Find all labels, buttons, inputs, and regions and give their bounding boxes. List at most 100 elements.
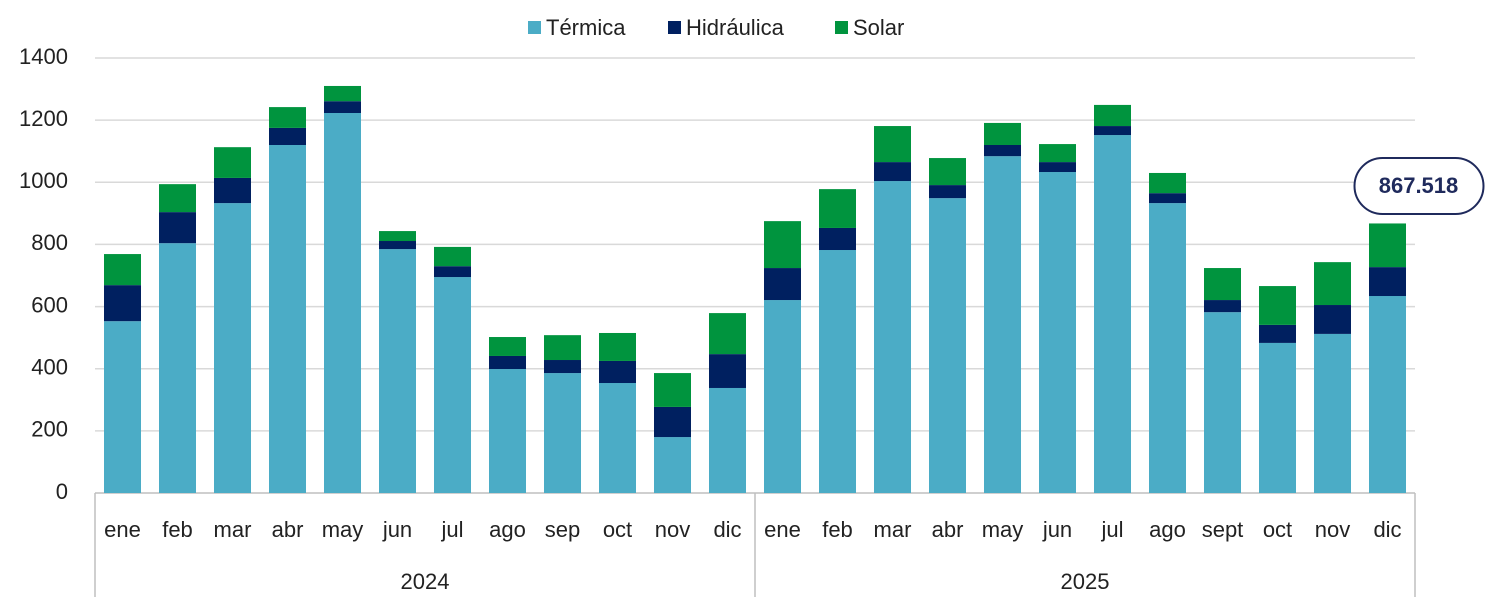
bar-segment (1094, 126, 1131, 136)
legend-swatch (528, 21, 541, 34)
bar-segment (819, 189, 856, 228)
x-tick-label: jun (382, 517, 412, 542)
bar-segment (489, 355, 526, 370)
bar-segment (214, 203, 251, 493)
bar-segment (654, 373, 691, 407)
bar-segment (104, 254, 141, 286)
x-tick-label: dic (713, 517, 741, 542)
bar-segment (1259, 342, 1296, 493)
bar-segment (159, 184, 196, 213)
x-tick-label: jun (1042, 517, 1072, 542)
legend-label: Térmica (546, 15, 626, 40)
bar-segment (764, 268, 801, 301)
bar-segment (104, 285, 141, 322)
bar-segment (544, 360, 581, 374)
x-tick-label: abr (932, 517, 964, 542)
y-tick-label: 1000 (19, 168, 68, 193)
bar-segment (1094, 135, 1131, 494)
bar-segment (874, 181, 911, 494)
y-tick-label: 1400 (19, 44, 68, 69)
bar-segment (1204, 300, 1241, 313)
bar-segment (1094, 104, 1131, 127)
legend-label: Solar (853, 15, 904, 40)
x-tick-label: jul (440, 517, 463, 542)
y-tick-label: 400 (31, 355, 68, 380)
bar-segment (1369, 267, 1406, 297)
bar-segment (324, 112, 361, 493)
x-tick-label: feb (822, 517, 853, 542)
year-label: 2024 (401, 569, 450, 594)
bar-segment (984, 156, 1021, 493)
bar-segment (599, 332, 636, 361)
bar-segment (709, 354, 746, 388)
x-tick-label: oct (1263, 517, 1292, 542)
bar-segment (159, 212, 196, 244)
bar-segment (1149, 203, 1186, 493)
x-tick-label: dic (1373, 517, 1401, 542)
x-tick-label: mar (214, 517, 252, 542)
bar-segment (434, 277, 471, 493)
bar-segment (434, 246, 471, 267)
y-tick-label: 600 (31, 292, 68, 317)
bar-segment (379, 241, 416, 250)
bar-segment (1259, 324, 1296, 343)
bar-segment (599, 383, 636, 493)
bar-segment (1369, 296, 1406, 493)
x-tick-label: sep (545, 517, 580, 542)
x-tick-label: abr (272, 517, 304, 542)
bar-segment (489, 337, 526, 356)
y-tick-label: 200 (31, 417, 68, 442)
bar-segment (874, 126, 911, 163)
x-tick-label: ene (764, 517, 801, 542)
x-tick-label: nov (655, 517, 690, 542)
bar-segment (379, 231, 416, 242)
bar-segment (599, 360, 636, 384)
bar-segment (654, 437, 691, 493)
x-tick-label: may (322, 517, 364, 542)
bar-segment (1314, 305, 1351, 334)
x-tick-label: may (982, 517, 1024, 542)
x-tick-label: feb (162, 517, 193, 542)
bar-segment (1204, 268, 1241, 301)
legend-swatch (835, 21, 848, 34)
x-tick-label: sept (1202, 517, 1244, 542)
bar-segment (1204, 312, 1241, 493)
bar-segment (874, 162, 911, 182)
bar-segment (764, 300, 801, 493)
bar-segment (324, 85, 361, 102)
x-tick-label: nov (1315, 517, 1350, 542)
bar-segment (709, 313, 746, 355)
bar-segment (379, 249, 416, 493)
bar-segment (709, 387, 746, 493)
bar-segment (929, 185, 966, 199)
y-tick-label: 0 (56, 479, 68, 504)
bar-segment (269, 127, 306, 145)
bar-segment (269, 145, 306, 493)
bar-segment (1039, 172, 1076, 493)
x-tick-label: ago (489, 517, 526, 542)
bar-segment (654, 406, 691, 438)
bar-segment (544, 373, 581, 493)
y-tick-label: 1200 (19, 106, 68, 131)
legend-label: Hidráulica (686, 15, 785, 40)
bar-segment (819, 227, 856, 251)
bar-segment (764, 221, 801, 269)
x-tick-label: jul (1100, 517, 1123, 542)
bar-segment (159, 243, 196, 493)
bar-segment (269, 107, 306, 128)
y-tick-label: 800 (31, 230, 68, 255)
annotation: 867.518 (1379, 173, 1459, 198)
bar-segment (1149, 172, 1186, 194)
bar-segment (214, 147, 251, 178)
annotation-box (1353, 157, 1485, 215)
bar-segment (214, 177, 251, 204)
bar-segment (984, 122, 1021, 145)
x-tick-label: mar (874, 517, 912, 542)
bar-segment (544, 335, 581, 361)
year-label: 2025 (1061, 569, 1110, 594)
bar-segment (1314, 333, 1351, 493)
bar-segment (1039, 162, 1076, 173)
bar-segment (929, 158, 966, 186)
